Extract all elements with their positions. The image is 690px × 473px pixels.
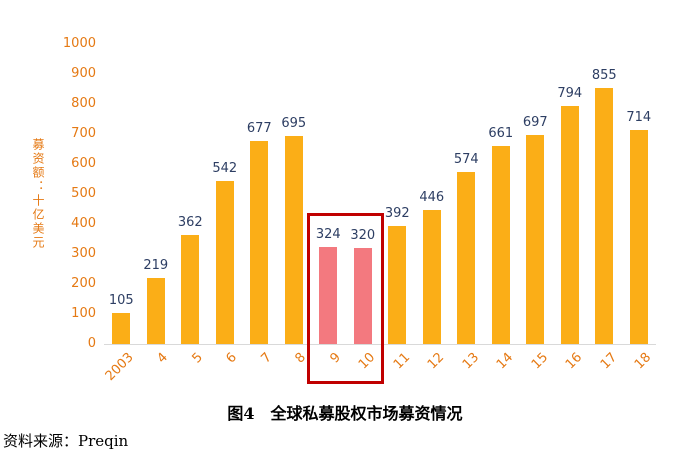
bar bbox=[629, 129, 648, 344]
bar bbox=[595, 87, 614, 344]
bar bbox=[388, 226, 407, 344]
y-tick-label: 700 bbox=[71, 126, 96, 141]
bar bbox=[284, 135, 303, 344]
bar-value-label: 320 bbox=[350, 228, 376, 243]
bar-value-label: 695 bbox=[281, 115, 307, 131]
x-tick-label: 7 bbox=[258, 350, 275, 367]
bar bbox=[146, 278, 165, 344]
bar-value-label: 105 bbox=[108, 292, 134, 308]
bar-highlighted bbox=[353, 248, 372, 344]
y-tick-label: 600 bbox=[71, 156, 96, 171]
bar bbox=[250, 140, 269, 344]
bar-value-label: 697 bbox=[522, 114, 548, 130]
bar bbox=[215, 181, 234, 344]
bar-value-label: 446 bbox=[419, 190, 445, 206]
bar bbox=[491, 145, 510, 344]
x-tick-label: 13 bbox=[459, 350, 482, 373]
y-tick-label: 800 bbox=[71, 96, 96, 111]
bar bbox=[112, 312, 131, 344]
x-tick-label: 14 bbox=[494, 350, 517, 373]
bar-value-label: 574 bbox=[453, 151, 479, 167]
y-axis-ticks: 0 100 200 300 400 500 600 700 800 900 1000 bbox=[0, 36, 96, 351]
chart-caption: 图4 全球私募股权市场募资情况 bbox=[227, 404, 463, 423]
y-tick-label: 0 bbox=[87, 336, 96, 351]
x-tick-label: 17 bbox=[597, 350, 620, 373]
y-tick-label: 200 bbox=[71, 276, 96, 291]
x-tick-label: 18 bbox=[632, 350, 655, 373]
bar bbox=[422, 210, 441, 344]
x-tick-label: 16 bbox=[563, 350, 586, 373]
y-tick-label: 300 bbox=[71, 246, 96, 261]
y-tick-label: 500 bbox=[71, 186, 96, 201]
y-tick-label: 100 bbox=[71, 306, 96, 321]
bar-value-label: 714 bbox=[626, 109, 652, 125]
highlight-rectangle bbox=[307, 212, 384, 384]
bar-value-label: 661 bbox=[488, 125, 514, 141]
x-tick-label: 4 bbox=[154, 350, 172, 367]
bar bbox=[526, 134, 545, 344]
bar bbox=[560, 105, 579, 344]
y-axis-title: 募资额：十亿美元 bbox=[31, 138, 45, 250]
x-tick-label: 12 bbox=[425, 350, 448, 373]
x-tick-label: 6 bbox=[223, 350, 241, 367]
y-tick-label: 400 bbox=[71, 216, 96, 231]
data-source: 资料来源：Preqin bbox=[3, 432, 129, 450]
y-tick-label: 1000 bbox=[62, 36, 96, 51]
bar-value-label: 677 bbox=[246, 120, 272, 136]
bar bbox=[181, 235, 200, 344]
bar bbox=[457, 171, 476, 344]
bar-value-label: 324 bbox=[315, 226, 341, 242]
bars-plot-area: 105 219 362 542 677 695 324 320 392 446 574 661 697 7… bbox=[104, 44, 656, 345]
bar-value-label: 362 bbox=[177, 215, 203, 231]
x-tick-label: 2003 bbox=[102, 350, 137, 385]
bar-value-label: 794 bbox=[557, 85, 583, 101]
bar-highlighted bbox=[319, 246, 338, 344]
x-tick-label: 5 bbox=[189, 350, 206, 367]
x-tick-label: 11 bbox=[390, 350, 413, 373]
bar-value-label: 542 bbox=[212, 161, 238, 177]
bar-value-label: 855 bbox=[591, 67, 617, 83]
y-tick-label: 900 bbox=[71, 66, 96, 81]
x-tick-label: 15 bbox=[528, 350, 551, 373]
bar-value-label: 392 bbox=[384, 206, 410, 222]
bar-value-label: 219 bbox=[143, 258, 169, 274]
